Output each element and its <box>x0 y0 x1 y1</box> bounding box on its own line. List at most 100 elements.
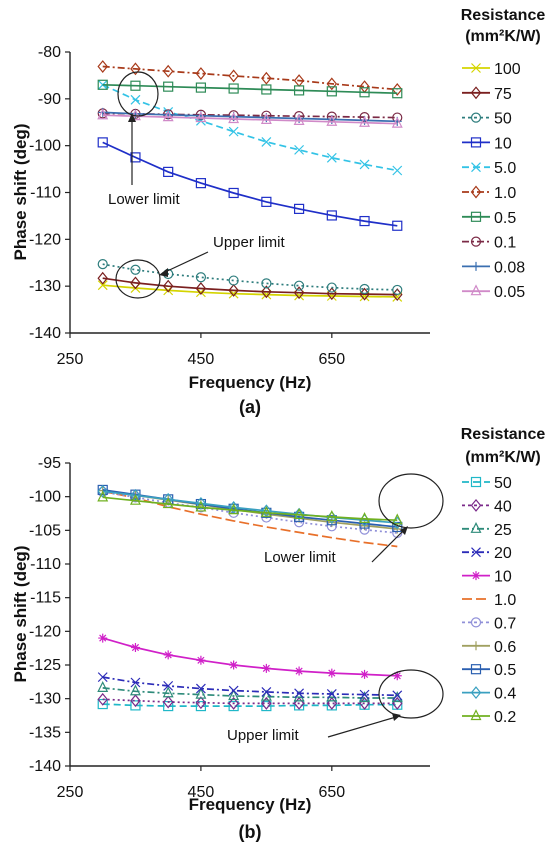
panel-a-y-tick-label: -140 <box>29 325 61 342</box>
panel-b-legend-item: 0.2 <box>462 709 516 726</box>
panel-a-data-point <box>163 166 174 177</box>
panel-a-legend-item: 1.0 <box>462 185 516 202</box>
panel-b-legend-item: 20 <box>462 545 512 562</box>
panel-b-y-tick-label: -125 <box>29 657 61 674</box>
panel-b-lower-limit-label: Lower limit <box>264 549 337 566</box>
legend-swatch-marker <box>470 664 482 675</box>
panel-a-label: (a) <box>239 397 261 417</box>
panel-b-data-point <box>195 496 207 510</box>
panel-b-series-10 <box>98 633 402 681</box>
panel-a-data-point <box>130 276 141 290</box>
panel-b-data-point <box>260 505 272 517</box>
panel-a-upper-limit-arrow <box>162 251 209 274</box>
panel-a-legend-item: 0.1 <box>462 235 516 252</box>
panel-b-data-point <box>195 683 206 694</box>
panel-a-data-point <box>261 84 272 95</box>
panel-a-data-point <box>130 94 141 105</box>
legend-swatch-marker <box>470 137 482 148</box>
panel-a-x-tick-label: 250 <box>57 351 84 368</box>
panel-a-data-point <box>162 279 174 293</box>
panel-b-data-point <box>229 660 239 670</box>
panel-b-data-point <box>326 511 338 524</box>
panel-b-lower-limit-arrow <box>371 529 405 563</box>
panel-a-series-line <box>102 83 398 95</box>
panel-a-series-line <box>102 263 398 291</box>
panel-a-legend-item: 100 <box>462 61 521 78</box>
panel-b-data-point <box>97 672 108 683</box>
panel-a-data-point <box>195 111 207 123</box>
panel-a-data-point <box>326 287 338 301</box>
panel-b-data-point <box>228 685 239 696</box>
legend-label: 0.5 <box>494 662 516 679</box>
panel-b-upper-limit-label: Upper limit <box>227 727 300 744</box>
panel-b-data-point <box>326 510 338 521</box>
panel-b-data-point <box>97 490 109 502</box>
panel-a-data-point <box>359 87 370 98</box>
panel-a-series-1.0 <box>97 60 403 96</box>
panel-b-data-point <box>129 493 141 505</box>
panel-b-upper-limit-arrow <box>327 716 397 738</box>
panel-b-data-point <box>392 671 402 681</box>
panel-b-y-tick-label: -95 <box>38 455 61 472</box>
legend-label: 5.0 <box>494 160 516 177</box>
legend-swatch-marker <box>471 63 481 73</box>
legend-label: 25 <box>494 522 512 539</box>
panel-b-data-point <box>359 512 371 523</box>
panel-a-data-point <box>392 88 403 99</box>
panel-a-data-point <box>326 282 337 293</box>
panel-b-data-point <box>195 696 207 710</box>
panel-a-data-point <box>326 77 338 91</box>
legend-label: 50 <box>494 475 512 492</box>
panel-b-y-ticks: -95 -100 -105 -110 -115 -120 -125 -130 -135 -140 <box>29 455 70 775</box>
panel-a-series-10 <box>97 137 403 231</box>
panel-b-legend-item: 0.4 <box>462 686 516 703</box>
panel-b-data-point <box>228 696 239 710</box>
panel-a-data-point <box>228 83 239 94</box>
panel-a-data-point <box>293 85 305 96</box>
panel-b-data-point <box>97 484 109 498</box>
panel-a-legend-item: 10 <box>462 135 512 152</box>
panel-a-y-tick-label: -80 <box>38 44 61 61</box>
panel-b-legend-item: 0.5 <box>462 662 516 679</box>
panel-b-data-point <box>162 686 174 698</box>
panel-b-lower-limit-arrowhead <box>400 526 408 535</box>
panel-b-legend-item: 25 <box>462 522 512 539</box>
panel-a-data-point <box>326 152 337 163</box>
panel-a-data-point <box>97 108 109 120</box>
panel-a-series-line <box>102 84 398 172</box>
panel-b-data-point <box>260 689 272 701</box>
panel-a-data-point <box>294 144 305 155</box>
panel-b-x-axis-title: Frequency (Hz) <box>189 795 312 814</box>
panel-a-data-point <box>97 60 109 73</box>
panel-a-data-point <box>195 272 207 283</box>
panel-a-data-point <box>260 113 272 125</box>
legend-swatch-marker <box>470 284 482 296</box>
legend-swatch-marker <box>471 571 481 581</box>
panel-b-y-tick-label: -135 <box>29 724 61 741</box>
panel-a-data-point <box>97 137 108 148</box>
panel-a-y-tick-label: -130 <box>29 278 61 295</box>
legend-swatch-marker <box>470 521 482 533</box>
panel-a-data-point <box>195 82 207 93</box>
panel-b-series <box>97 484 403 712</box>
legend-label: 0.4 <box>494 686 516 703</box>
panel-a-data-point <box>359 115 371 127</box>
legend-label: 50 <box>494 111 512 128</box>
panel-a-data-point <box>391 83 403 96</box>
panel-b-legend-item: 40 <box>462 498 512 515</box>
panel-b-data-point <box>163 650 173 660</box>
panel-a-series-50 <box>97 259 403 296</box>
panel-a-data-point <box>195 67 207 80</box>
panel-b-data-point <box>195 500 207 512</box>
panel-a-legend-item: 75 <box>462 86 512 103</box>
legend-swatch-marker <box>471 547 481 558</box>
panel-b-series-line <box>102 637 398 677</box>
panel-a-series-75 <box>97 271 403 302</box>
panel-b-upper-limit-arrowhead <box>392 713 401 721</box>
panel-b-x-tick-label: 250 <box>57 784 84 801</box>
panel-a-legend: 100 75 50 10 5.0 1.0 0.5 0.1 0.08 0.05 <box>462 61 525 301</box>
panel-a-data-point <box>293 286 305 300</box>
panel-b-series-line <box>102 490 398 524</box>
panel-a-series-line <box>102 141 398 227</box>
panel-a-data-point <box>97 271 109 285</box>
